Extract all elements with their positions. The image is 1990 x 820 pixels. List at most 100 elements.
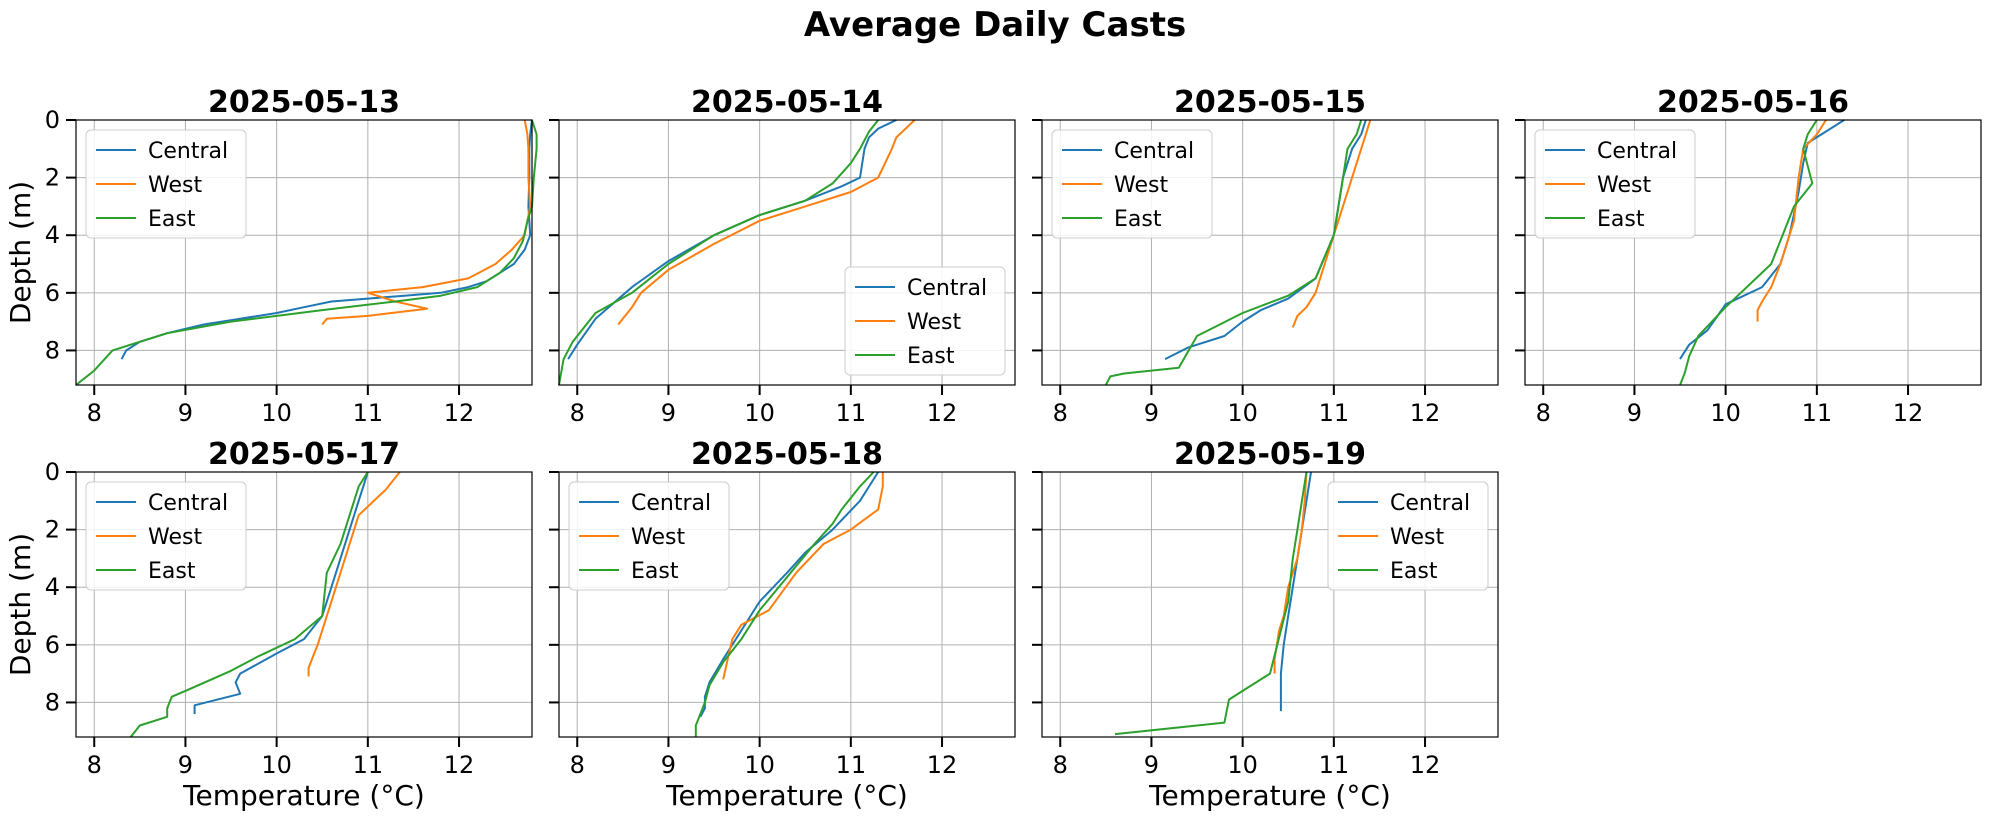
x-tick-label: 9 (1144, 751, 1159, 779)
legend: Central West East (1051, 129, 1213, 239)
legend-label-east: East (1390, 559, 1438, 584)
plot-frame (75, 471, 533, 738)
legend-box (85, 129, 247, 239)
x-tick-label: 12 (927, 399, 958, 427)
panel-title: 2025-05-17 (208, 437, 400, 472)
y-tick-label: 6 (45, 279, 60, 307)
series-line-central (699, 471, 880, 718)
legend-box (85, 481, 247, 591)
panel-title: 2025-05-14 (691, 85, 883, 120)
x-tick-label: 9 (1144, 399, 1159, 427)
x-tick-label: 11 (836, 399, 867, 427)
legend-label-central: Central (907, 276, 987, 301)
y-tick-label: 0 (45, 106, 60, 134)
legend: Central West East (1327, 481, 1489, 591)
plot-frame (1041, 471, 1499, 738)
y-tick-label: 8 (45, 688, 60, 716)
legend-label-west: West (1390, 525, 1444, 550)
x-tick-label: 12 (1410, 751, 1441, 779)
figure-title: Average Daily Casts (804, 5, 1186, 45)
y-tick-label: 2 (45, 164, 60, 192)
y-tick-label: 4 (45, 573, 60, 601)
panel-title: 2025-05-18 (691, 437, 883, 472)
series-line-west (307, 471, 401, 677)
legend-box (844, 266, 1006, 376)
panel-2025-05-13: 8 9 10 11 12 0 2 4 6 8 2025-05-13 Depth (m) Central W… (4, 85, 538, 427)
panel-title: 2025-05-13 (208, 85, 400, 120)
series-line-central (1279, 471, 1312, 712)
x-tick-label: 8 (570, 399, 585, 427)
legend-label-east: East (1597, 207, 1645, 232)
x-tick-label: 9 (1627, 399, 1642, 427)
legend: Central West East (568, 481, 730, 591)
legend: Central West East (85, 129, 247, 239)
legend-box (1327, 481, 1489, 591)
legend-label-central: Central (631, 491, 711, 516)
legend-label-west: West (1114, 173, 1168, 198)
y-axis-label: Depth (m) (4, 181, 37, 324)
series-line-west (617, 119, 916, 326)
x-axis-label: Temperature (°C) (1148, 779, 1391, 812)
plot-frame (1524, 119, 1982, 386)
legend-label-east: East (907, 344, 955, 369)
legend-box (1534, 129, 1696, 239)
legend-label-west: West (148, 173, 202, 198)
legend-box (568, 481, 730, 591)
series-line-east (75, 119, 538, 386)
series-line-central (1679, 119, 1845, 360)
x-tick-label: 8 (1053, 751, 1068, 779)
legend: Central West East (85, 481, 247, 591)
x-tick-label: 12 (444, 399, 475, 427)
panel-2025-05-15: 8 9 10 11 12 2025-05-15 Central West East (1032, 85, 1499, 427)
panel-2025-05-14: 8 9 10 11 12 2025-05-14 Central West East (549, 85, 1016, 427)
legend: Central West East (1534, 129, 1696, 239)
legend-label-central: Central (148, 491, 228, 516)
legend-label-central: Central (148, 139, 228, 164)
series-line-west (1756, 119, 1827, 322)
x-tick-label: 11 (836, 751, 867, 779)
plot-frame (1041, 119, 1499, 386)
legend-label-central: Central (1390, 491, 1470, 516)
legend-label-east: East (1114, 207, 1162, 232)
x-tick-label: 11 (1319, 399, 1350, 427)
legend: Central West East (844, 266, 1006, 376)
series-line-east (1679, 119, 1818, 386)
x-tick-label: 10 (261, 399, 292, 427)
series-line-east (694, 471, 875, 737)
x-axis-label: Temperature (°C) (182, 779, 425, 812)
x-tick-label: 10 (1710, 399, 1741, 427)
x-tick-label: 9 (661, 751, 676, 779)
legend-label-west: West (1597, 173, 1651, 198)
x-tick-label: 12 (1410, 399, 1441, 427)
panel-title: 2025-05-19 (1174, 437, 1366, 472)
x-tick-label: 9 (178, 399, 193, 427)
legend-box (1051, 129, 1213, 239)
series-line-east (1114, 471, 1308, 736)
x-tick-label: 8 (1536, 399, 1551, 427)
series-line-east (1104, 119, 1363, 386)
panel-2025-05-18: 8 9 10 11 12 2025-05-18 Temperature (°C) Centra… (549, 437, 1016, 812)
x-tick-label: 10 (744, 751, 775, 779)
x-axis-label: Temperature (°C) (665, 779, 908, 812)
x-tick-label: 8 (1053, 399, 1068, 427)
series-line-west (321, 119, 532, 326)
y-tick-label: 4 (45, 221, 60, 249)
x-tick-label: 12 (1893, 399, 1924, 427)
panel-2025-05-19: 8 9 10 11 12 2025-05-19 Temperature (°C) Centra… (1032, 437, 1499, 812)
legend-label-central: Central (1114, 139, 1194, 164)
series-line-east (558, 119, 879, 386)
y-axis-label: Depth (m) (4, 533, 37, 676)
x-tick-label: 9 (661, 399, 676, 427)
legend-label-east: East (148, 559, 196, 584)
series-line-west (722, 472, 884, 680)
legend-label-west: West (907, 310, 961, 335)
x-tick-label: 11 (353, 751, 384, 779)
plot-frame (75, 119, 533, 386)
legend-label-west: West (148, 525, 202, 550)
plot-frame (558, 471, 1016, 738)
x-tick-label: 10 (1227, 751, 1258, 779)
x-tick-label: 12 (927, 751, 958, 779)
panel-title: 2025-05-15 (1174, 85, 1366, 120)
x-tick-label: 8 (87, 751, 102, 779)
